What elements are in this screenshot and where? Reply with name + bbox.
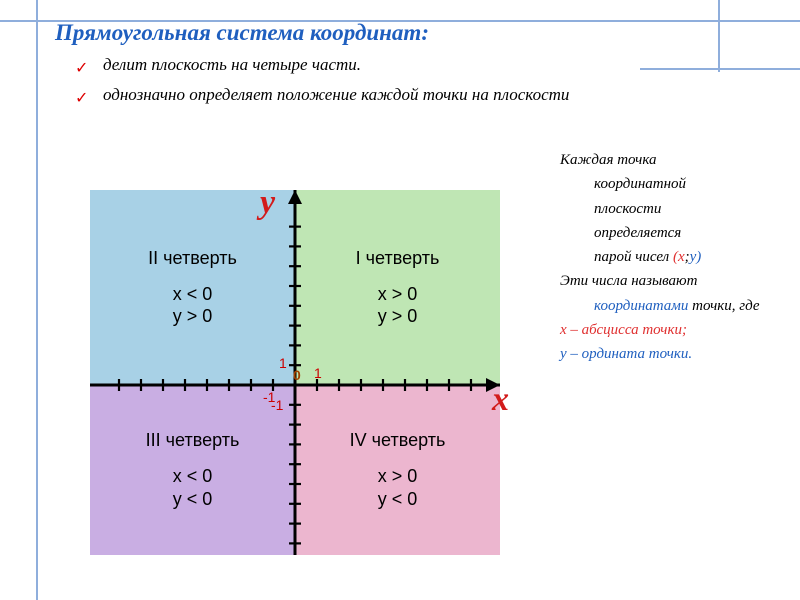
side-coord-word: координатами [594, 298, 688, 314]
decor-hline-corner [640, 68, 800, 70]
x-axis-label: x [492, 381, 509, 419]
side-p1e-pre: парой чисел [594, 249, 673, 265]
side-p1e: парой чисел (х;у) [560, 247, 775, 267]
side-p3: координатами точки, где [560, 296, 775, 316]
side-p1e-y: у) [690, 249, 702, 265]
side-p1e-x: (х [673, 249, 685, 265]
side-p1a: Каждая точка [560, 150, 775, 170]
bullet-item-1: ✓ делит плоскость на четыре части. [75, 55, 569, 75]
side-p3b: точки [692, 298, 732, 314]
y-axis-label: y [260, 184, 275, 222]
side-explanation: Каждая точка координатной плоскости опре… [560, 150, 775, 368]
checkmark-icon: ✓ [75, 58, 93, 72]
side-p1b: координатной [560, 174, 775, 194]
origin-label: 0 [293, 367, 301, 383]
quadrant-3-label: III четверть [146, 430, 240, 451]
quadrant-4-ysign: y < 0 [378, 488, 418, 511]
quadrant-2-xsign: x < 0 [173, 283, 213, 306]
side-ordinate: у – ордината точки. [560, 344, 775, 364]
quadrant-2-label: II четверть [148, 248, 237, 269]
side-p3c: , где [732, 298, 760, 314]
decor-vline [36, 0, 38, 600]
quadrant-4-label: IV четверть [350, 430, 446, 451]
checkmark-icon: ✓ [75, 88, 93, 102]
quadrant-1-label: I четверть [356, 248, 440, 269]
bullet-1-text: делит плоскость на четыре части. [103, 55, 361, 75]
coordinate-diagram: II четверть x < 0 y > 0 I четверть x > 0… [55, 150, 535, 570]
quadrant-3-xsign: x < 0 [173, 465, 213, 488]
side-abscissa: х – абсцисса точки; [560, 320, 775, 340]
bullet-2-text: однозначно определяет положение каждой т… [103, 85, 569, 105]
quadrant-3: III четверть x < 0 y < 0 [90, 385, 295, 555]
tick-1-y: 1 [279, 355, 287, 371]
quadrant-2-ysign: y > 0 [173, 305, 213, 328]
quadrant-1: I четверть x > 0 y > 0 [295, 190, 500, 385]
tick-neg1-x: -1 [263, 389, 275, 405]
quadrant-3-ysign: y < 0 [173, 488, 213, 511]
side-p1d: определяется [560, 223, 775, 243]
quadrant-1-ysign: y > 0 [378, 305, 418, 328]
tick-1-x: 1 [314, 365, 322, 381]
quadrant-1-xsign: x > 0 [378, 283, 418, 306]
page-title: Прямоугольная система координат: [55, 20, 429, 46]
bullet-list: ✓ делит плоскость на четыре части. ✓ одн… [75, 55, 569, 115]
quadrant-4: IV четверть x > 0 y < 0 [295, 385, 500, 555]
side-p1c: плоскости [560, 199, 775, 219]
quadrant-4-xsign: x > 0 [378, 465, 418, 488]
side-p2: Эти числа называют [560, 271, 775, 291]
decor-vline-corner [718, 0, 720, 72]
bullet-item-2: ✓ однозначно определяет положение каждой… [75, 85, 569, 105]
